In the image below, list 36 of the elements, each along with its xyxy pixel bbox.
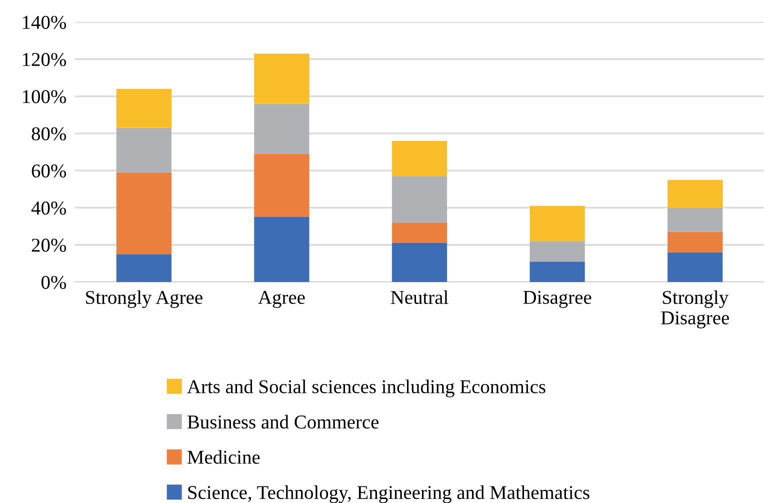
legend-label: Business and Commerce [188, 414, 379, 429]
bar [668, 180, 723, 208]
legend-label: Medicine [188, 450, 260, 464]
bar [116, 172, 172, 254]
y-tick-label: 20% [32, 238, 66, 252]
bar [116, 128, 172, 172]
y-tick-label: 0% [41, 276, 66, 289]
bar [530, 206, 585, 242]
y-tick-label: 120% [23, 52, 66, 66]
bar [116, 254, 172, 282]
bar [530, 241, 585, 262]
legend-label: Science, Technology, Engineering and Mathematics [188, 485, 590, 503]
y-tick-label: 60% [32, 164, 66, 178]
bar [116, 88, 172, 128]
bar [668, 232, 723, 252]
bar [254, 154, 310, 217]
y-tick-label: 140% [23, 16, 66, 29]
legend-label: Arts and Social sciences including Economics [187, 380, 546, 398]
bar [392, 140, 448, 176]
y-tick-label: 80% [32, 127, 66, 140]
x-tick-label: Disagree [523, 290, 592, 308]
y-tick-label: 100% [23, 90, 66, 104]
x-tick-label: Agree [258, 290, 305, 308]
bar [254, 104, 310, 154]
bar [668, 252, 723, 282]
x-tick-label: Neutral [390, 290, 448, 304]
y-tick-label: 40% [31, 202, 66, 215]
bar [254, 54, 310, 104]
bar [392, 222, 448, 243]
bar [530, 262, 585, 282]
bar [392, 243, 448, 282]
bar [668, 208, 723, 232]
bar [392, 176, 448, 223]
bar [254, 217, 310, 282]
x-tick-label: Strongly Disagree [661, 290, 729, 328]
x-tick-label: Strongly Agree [86, 290, 202, 308]
